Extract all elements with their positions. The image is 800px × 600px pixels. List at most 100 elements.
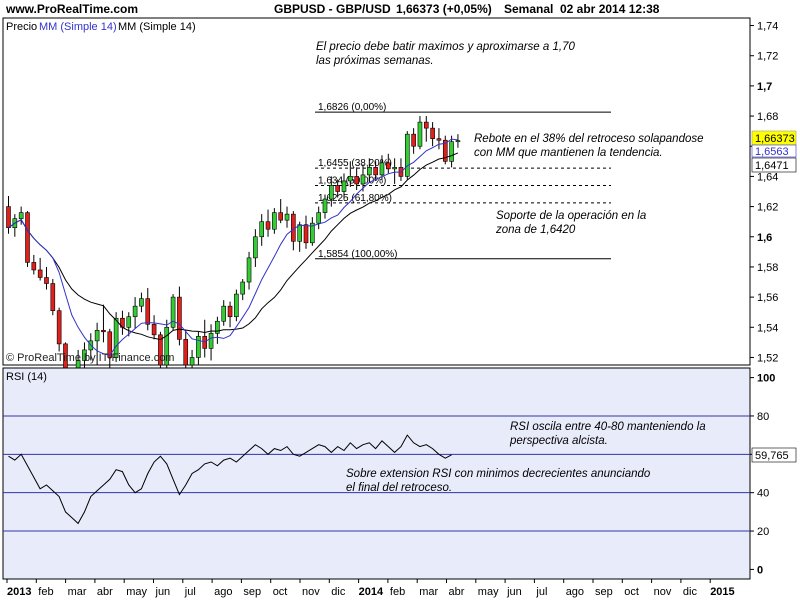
candle-body [341,180,347,192]
candle-body [392,167,397,170]
candle-body [253,236,258,259]
site-title[interactable]: www.ProRealTime.com [5,2,138,16]
candlestick-series [6,116,461,406]
candle-body [158,334,163,366]
price-tick-label: 1,7 [757,81,772,93]
annotation-rebote-1: Rebote en el 38% del retroceso solapando… [474,133,704,145]
rsi-line [8,434,452,525]
rsi-tick-label: 40 [757,488,769,500]
price-badge: 1,66373 [755,133,795,145]
candle-body [278,212,283,221]
candle-body [310,222,315,244]
x-tick-label: jul [184,586,196,598]
candle-body [360,174,366,185]
x-tick-label: 2015 [710,586,734,598]
rsi-y-axis: 020406080100 [750,373,775,576]
x-tick-label: feb [38,586,53,598]
ma-slow-line [8,152,459,341]
x-tick-label: oct [624,586,639,598]
price-tick-label: 1,72 [757,51,778,63]
candle-body [291,213,296,242]
rsi-panel[interactable] [2,367,751,580]
x-tick-label: abr [97,586,113,598]
x-tick-label: sep [595,586,613,598]
annotation-rsi-extension-2: el final del retroceso. [346,482,452,494]
x-tick-label: jun [506,586,522,598]
price-tick-label: 1,58 [757,262,778,274]
x-tick-label: mar [419,586,438,598]
candle-body [348,176,353,182]
candle-body [145,298,151,325]
candle-body [329,185,334,200]
rsi-level-lines [3,415,750,532]
candle-body [82,349,87,361]
candle-body [139,298,144,307]
ma-fast-line [8,138,458,356]
fib-label: 1,6826 (0,00%) [318,102,386,113]
price-y-axis: 1,521,541,561,581,61,621,641,661,681,71,… [750,21,778,364]
x-tick-label: oct [273,586,288,598]
candle-body [272,212,277,230]
annotation-maximos-2: las próximas semanas. [316,55,434,67]
candle-body [246,257,252,283]
watermark: © ProRealTime by IT-Finance.com [6,352,174,364]
price-tick-label: 1,56 [757,292,778,304]
annotation-rsi-oscila-2: perspectiva alcista. [509,435,608,447]
ma-slow-badge-bg [751,157,797,173]
price-panel[interactable] [2,17,751,366]
candle-body [37,269,43,278]
candle-body [234,293,239,318]
last-price: 1,66373 (+0,05%) [396,2,492,16]
candle-body [240,281,246,295]
price-tick-label: 1,6 [757,232,772,244]
datetime-label: 02 abr 2014 12:38 [560,2,660,16]
candle-body [354,176,359,185]
legend-mm-fast: MM (Simple 14) [39,21,117,33]
candle-body [208,333,214,349]
price-tick-label: 1,52 [757,352,778,364]
rsi-tick-label: 80 [757,411,769,423]
rsi-badge: 59,765 [755,450,789,462]
candle-body [101,329,106,333]
fib-label: 1,5854 (100,00%) [318,249,398,260]
candle-body [132,305,138,318]
candle-body [417,121,423,147]
x-tick-label: dic [331,586,346,598]
candle-body [196,336,201,358]
candle-body [259,221,265,238]
x-tick-label: jun [155,586,171,598]
candle-body [94,329,100,342]
x-tick-label: dic [683,586,698,598]
x-tick-label: may [478,586,499,598]
x-tick-label: may [126,586,147,598]
candle-body [107,331,113,358]
candle-body [265,221,271,230]
candle-body [423,121,429,129]
candle-body [436,138,442,141]
candle-body [297,224,302,242]
annotation-rsi-extension-1: Sobre extension RSI con minimos decrecie… [346,468,651,480]
candle-body [303,224,309,244]
price-tick-label: 1,68 [757,111,778,123]
x-tick-label: nov [654,586,672,598]
candle-body [56,310,62,345]
rsi-title: RSI (14) [6,371,47,383]
period-label: Semanal [504,2,553,16]
x-tick-label: mar [68,586,87,598]
candle-body [170,296,176,328]
x-tick-label: feb [390,586,405,598]
price-tick-label: 1,62 [757,202,778,214]
candle-body [385,162,391,170]
candle-body [379,162,385,176]
x-tick-label: 2014 [359,586,384,598]
annotation-rsi-oscila-1: RSI oscila entre 40-80 manteniendo la [510,421,706,433]
candle-body [151,323,157,336]
candle-body [189,357,195,366]
rsi-badge-bg [751,447,797,463]
rsi-tick-label: 100 [757,373,775,385]
candle-body [164,326,170,366]
rsi-tick-label: 0 [757,564,763,576]
candle-body [6,206,11,229]
candle-body [25,212,30,263]
x-tick-label: ago [214,586,232,598]
